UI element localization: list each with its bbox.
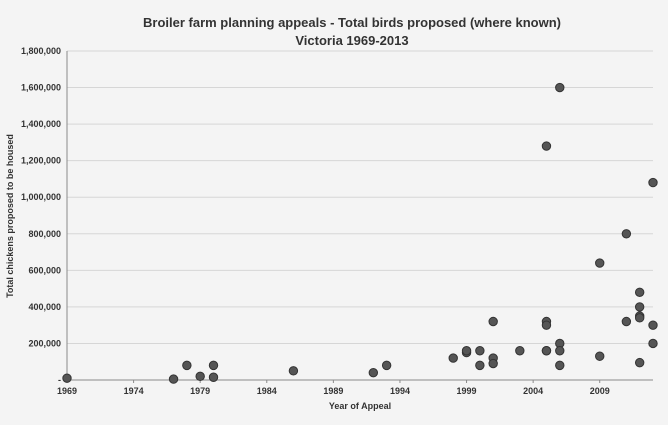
data-point — [555, 360, 565, 371]
y-tick-label: - — [58, 375, 61, 385]
data-point — [555, 346, 565, 356]
data-point — [461, 346, 472, 356]
data-point — [288, 366, 299, 376]
data-point — [475, 360, 485, 371]
data-point — [595, 351, 605, 361]
data-point — [634, 287, 645, 297]
data-point — [208, 372, 219, 382]
tick-labels: - 200,000 400,000 600,000 800,000 1,000,000 1,… — [21, 46, 610, 396]
data-point — [541, 141, 552, 151]
data-point — [541, 346, 552, 356]
x-tick-label: 1969 — [57, 386, 77, 396]
x-tick-label: 1999 — [457, 386, 477, 396]
x-tick-label: 2004 — [523, 386, 543, 396]
chart-subtitle: Victoria 1969-2013 — [295, 33, 408, 48]
data-point — [182, 360, 192, 371]
data-point — [168, 374, 179, 384]
data-point — [648, 338, 658, 349]
grid-lines — [67, 50, 653, 344]
y-tick-label: 1,600,000 — [21, 83, 61, 93]
x-tick-label: 1979 — [190, 386, 210, 396]
x-tick-label: 2009 — [590, 386, 610, 396]
data-point — [62, 373, 72, 383]
y-tick-label: 200,000 — [28, 338, 61, 348]
y-tick-label: 400,000 — [28, 302, 61, 312]
data-point — [488, 358, 498, 369]
data-point — [634, 313, 645, 323]
data-point — [381, 360, 392, 371]
x-tick-label: 1989 — [323, 386, 343, 396]
data-point — [634, 357, 645, 368]
x-tick-label: 1984 — [257, 386, 277, 396]
data-point — [208, 360, 219, 371]
data-point — [621, 316, 632, 327]
data-point — [634, 302, 645, 312]
data-point — [475, 346, 485, 356]
data-point — [368, 367, 379, 378]
x-axis-label: Year of Appeal — [329, 401, 391, 411]
y-axis-label: Total chickens proposed to be housed — [5, 134, 15, 298]
x-tick-label: 1994 — [390, 386, 410, 396]
data-point — [195, 371, 205, 382]
y-tick-label: 1,400,000 — [21, 119, 61, 129]
data-point — [448, 353, 458, 363]
data-point — [541, 320, 552, 330]
y-tick-label: 800,000 — [28, 229, 61, 239]
data-point — [648, 320, 658, 330]
data-point — [488, 316, 498, 327]
data-points — [62, 82, 658, 384]
data-point — [595, 258, 605, 268]
data-point — [555, 82, 565, 93]
chart-title: Broiler farm planning appeals - Total bi… — [143, 15, 561, 30]
x-tick-label: 1974 — [124, 386, 144, 396]
data-point — [515, 346, 525, 356]
data-point — [621, 229, 632, 239]
y-tick-label: 1,200,000 — [21, 156, 61, 166]
y-tick-label: 1,000,000 — [21, 192, 61, 202]
y-tick-label: 1,800,000 — [21, 46, 61, 56]
y-tick-label: 600,000 — [28, 265, 61, 275]
data-point — [648, 177, 658, 188]
